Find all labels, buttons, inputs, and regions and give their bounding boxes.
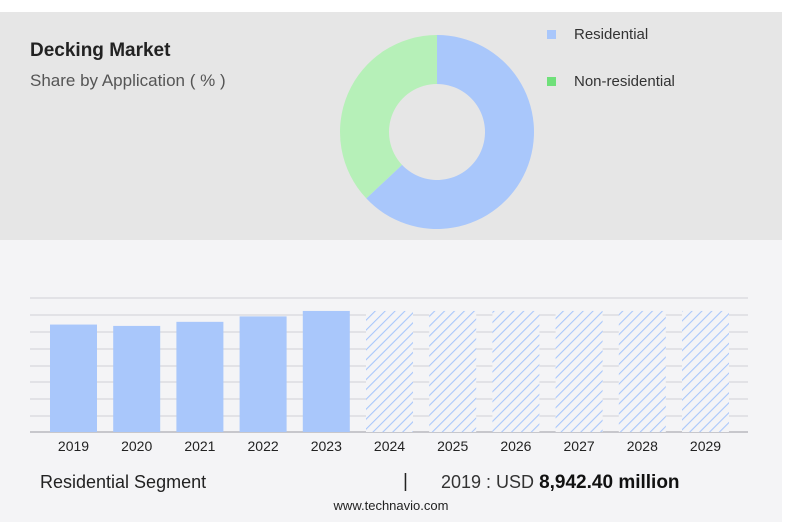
legend-item-residential: Residential: [547, 26, 648, 43]
bar-2019: [50, 324, 97, 432]
donut-chart: [340, 35, 534, 229]
bar-2025: [429, 310, 477, 432]
legend-swatch-residential: [547, 30, 556, 39]
footer-separator: |: [403, 471, 408, 492]
chart-subtitle: Share by Application ( % ): [30, 71, 226, 90]
bar-2020: [113, 325, 161, 432]
segment-value-prefix: 2019 : USD: [441, 472, 535, 492]
tick-label-2023: 2023: [311, 438, 342, 454]
tick-label-2025: 2025: [437, 438, 468, 454]
segment-value: 2019 : USD 8,942.40 million: [441, 472, 680, 494]
tick-label-2026: 2026: [500, 438, 531, 454]
tick-label-2027: 2027: [564, 438, 595, 454]
chart-title: Decking Market: [30, 40, 171, 61]
tick-label-2020: 2020: [121, 438, 152, 454]
tick-label-2022: 2022: [248, 438, 279, 454]
bar-2028: [618, 310, 666, 432]
bar-2023: [302, 310, 350, 432]
legend-item-non-residential: Non-residential: [547, 73, 675, 90]
bar-2024: [366, 310, 413, 432]
bar-chart: 2019 2020 2021 2022 2023 2024 2025 2026 2027 2028…: [30, 297, 748, 454]
segment-label: Residential Segment: [40, 472, 207, 492]
bar-2029: [682, 310, 729, 432]
source-link[interactable]: www.technavio.com: [333, 498, 449, 513]
legend-label-residential: Residential: [574, 26, 649, 43]
bar-2027: [555, 310, 603, 432]
tick-label-2024: 2024: [374, 438, 405, 454]
legend-label-non-residential: Non-residential: [574, 73, 675, 90]
tick-label-2021: 2021: [184, 438, 215, 454]
bar-2026: [492, 310, 540, 432]
donut-slice-residential: [366, 35, 534, 229]
legend-swatch-non-residential: [547, 77, 556, 86]
tick-label-2029: 2029: [690, 438, 721, 454]
tick-label-2019: 2019: [58, 438, 89, 454]
bar-2022: [239, 316, 287, 432]
donut-slice-non-residential: [340, 35, 437, 199]
bar-2021: [176, 321, 224, 432]
segment-value-amount: 8,942.40 million: [539, 472, 680, 493]
tick-label-2028: 2028: [627, 438, 658, 454]
